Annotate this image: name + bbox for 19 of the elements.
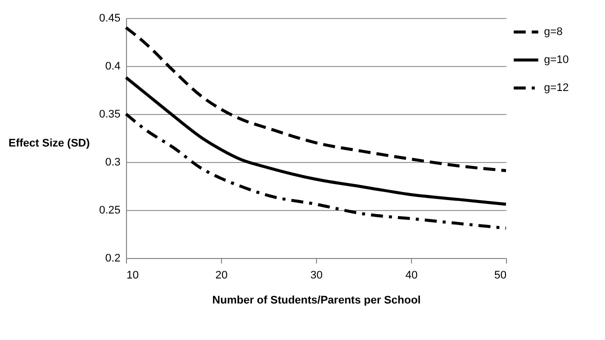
- y-tick-label: 0.45: [99, 12, 120, 24]
- legend-label: g=8: [544, 26, 563, 38]
- y-tick-label: 0.35: [99, 108, 120, 120]
- line-series: [124, 26, 508, 172]
- x-tick-label: 40: [405, 270, 418, 282]
- x-tick-label: 50: [494, 270, 506, 282]
- legend-label: g=12: [544, 82, 569, 94]
- line-series: [124, 112, 508, 230]
- x-tick-label: 20: [215, 270, 228, 282]
- y-tick-label: 0.4: [105, 60, 120, 72]
- y-tick-label: 0.3: [105, 156, 120, 168]
- y-axis-title: Effect Size (SD): [8, 138, 90, 150]
- x-tick-label: 30: [310, 270, 323, 282]
- y-tick-label: 0.25: [99, 204, 120, 216]
- x-tick-label: 10: [126, 270, 139, 282]
- y-tick-label: 0.2: [105, 252, 120, 264]
- legend-label: g=10: [544, 54, 569, 66]
- line-series: [124, 76, 508, 206]
- x-axis-title: Number of Students/Parents per School: [212, 294, 421, 306]
